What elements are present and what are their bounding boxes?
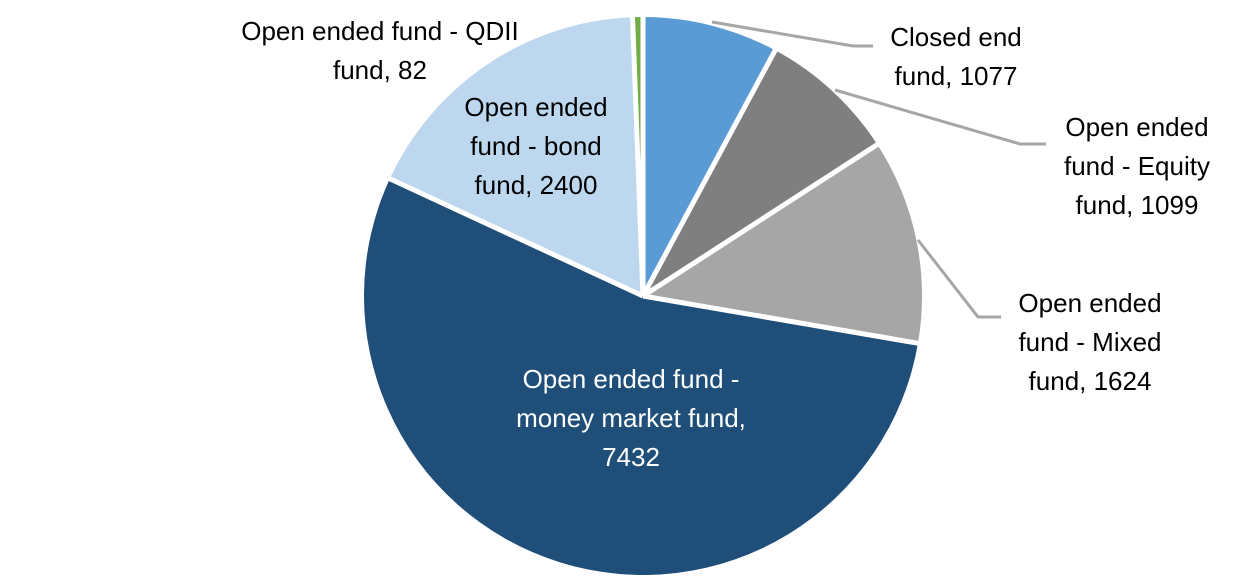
slice-gap <box>642 293 920 346</box>
leader-line-closed-end-fund <box>711 20 873 48</box>
leader-line-mixed-fund <box>916 239 1001 319</box>
pie-slice-closed-end-fund <box>643 17 776 296</box>
slice-gap <box>629 16 646 297</box>
pie-slice-bond-fund <box>389 17 643 297</box>
slice-gap <box>387 176 645 299</box>
pie-slice-equity-fund <box>643 50 878 297</box>
slice-gap <box>641 141 880 299</box>
pie-slice-money-market-fund <box>364 178 918 575</box>
slice-gap <box>640 48 778 298</box>
pie-slice-mixed-fund <box>643 144 922 344</box>
leader-line-equity-fund <box>834 88 1046 146</box>
